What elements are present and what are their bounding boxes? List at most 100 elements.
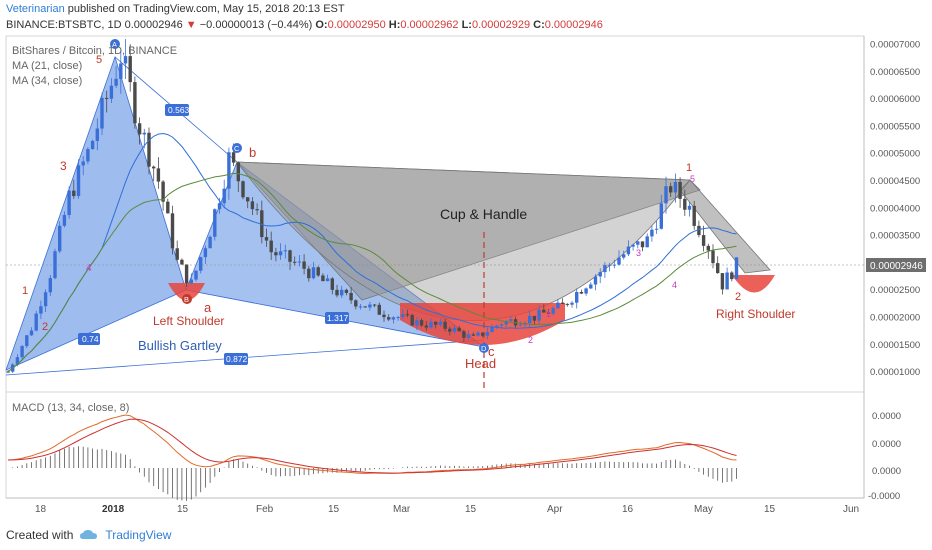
candle-body (504, 320, 508, 325)
candle-body (438, 321, 443, 325)
candle-body (579, 291, 584, 294)
published-text: published on TradingView.com, May 15, 20… (67, 3, 345, 15)
candles-group (6, 38, 739, 374)
fib-074-text: 0.74 (82, 334, 99, 344)
candle-body (199, 257, 203, 271)
point-d-text: D (481, 344, 487, 353)
wave-4-label: 4 (86, 263, 92, 274)
candle-body (72, 190, 76, 197)
candle-body (6, 371, 10, 373)
candle-body (471, 334, 475, 336)
bullish-gartley-label: Bullish Gartley (138, 338, 222, 353)
legend-ma34[interactable]: MA (34, close) (12, 75, 83, 87)
change-arrow-icon: ▼ (185, 19, 197, 31)
small-1-label: 1 (546, 309, 551, 319)
candle-body (617, 257, 621, 265)
label-a: a (204, 300, 212, 315)
candle-body (631, 244, 635, 247)
candle-body (443, 321, 447, 329)
candle-body (499, 324, 504, 326)
candle-body (114, 78, 118, 86)
candle-body (255, 209, 259, 211)
candle-body (311, 267, 316, 279)
candle-body (391, 317, 396, 320)
head-shape (400, 303, 565, 345)
x-tick-feb15: 15 (328, 504, 340, 515)
candle-body (325, 278, 330, 282)
y-tick-label: 0.00005000 (870, 149, 920, 160)
chart-legend: BitShares / Bitcoin, 1D, BINANCE MA (21,… (12, 44, 177, 89)
candle-body (137, 123, 142, 135)
candle-body (67, 190, 71, 216)
candle-body (654, 228, 659, 230)
candle-body (466, 334, 471, 338)
candle-body (39, 306, 43, 314)
candle-body (415, 320, 419, 326)
candle-body (274, 252, 278, 256)
candle-body (152, 166, 156, 169)
candle-body (246, 197, 250, 202)
candle-body (231, 152, 236, 163)
candle-body (683, 198, 687, 210)
small-4-label: 4 (672, 280, 677, 290)
tradingview-link[interactable]: TradingView (105, 528, 172, 542)
ma34-line (7, 172, 737, 373)
candle-body (95, 128, 99, 141)
x-tick-jan15: 15 (177, 504, 189, 515)
x-tick-18: 18 (35, 504, 47, 515)
macd-tick-3: 0.0000 (872, 466, 901, 477)
y-tick-label: 0.00001500 (870, 340, 920, 351)
candle-body (593, 276, 598, 285)
candle-body (429, 321, 433, 328)
candle-body (612, 264, 616, 266)
candle-body (293, 261, 297, 263)
fib-1317-badge (325, 312, 349, 324)
candle-body (645, 236, 649, 248)
candle-body (485, 332, 490, 336)
candle-body (81, 161, 85, 166)
candle-body (584, 288, 588, 294)
candle-body (711, 250, 715, 264)
candle-body (20, 346, 24, 358)
current-price-tag (866, 258, 926, 272)
point-c-marker (232, 143, 242, 153)
point-d-marker (479, 343, 489, 353)
candle-body (302, 261, 306, 269)
close-label: C: (533, 19, 545, 31)
candle-body (213, 209, 217, 237)
x-tick-may: May (694, 504, 713, 515)
candle-body (669, 186, 673, 193)
left-shoulder-label: Left Shoulder (153, 314, 224, 328)
candle-body (476, 332, 480, 336)
candle-body (424, 325, 428, 328)
candle-body (448, 328, 452, 332)
candle-body (43, 292, 48, 307)
fib-0563-badge (165, 104, 189, 116)
candle-body (701, 235, 706, 246)
legend-ma21[interactable]: MA (21, close) (12, 60, 83, 72)
candle-body (354, 300, 358, 307)
candle-body (636, 241, 640, 245)
candle-body (725, 272, 729, 290)
candle-body (283, 250, 287, 252)
low-value: 0.00002929 (471, 19, 531, 31)
legend-pair: BitShares / Bitcoin, 1D, BINANCE (12, 45, 178, 57)
candle-body (142, 132, 146, 135)
candle-body (208, 236, 212, 249)
candle-body (128, 56, 132, 83)
legend-macd[interactable]: MACD (13, 34, close, 8) (12, 402, 130, 414)
rs-wave-5-label: 5 (690, 174, 695, 184)
point-a-text: A (112, 40, 117, 49)
candle-body (123, 56, 128, 64)
candle-body (650, 229, 654, 237)
x-tick-feb: Feb (256, 504, 274, 515)
candle-body (250, 201, 255, 210)
current-price-label: 0.00002946 (870, 261, 923, 272)
open-label: O: (315, 19, 328, 31)
signal-line (7, 418, 737, 474)
fib-0872-text: 0.872 (226, 354, 248, 364)
candle-body (260, 210, 264, 238)
candle-body (119, 63, 123, 79)
author-link[interactable]: Veterinarian (6, 3, 65, 15)
